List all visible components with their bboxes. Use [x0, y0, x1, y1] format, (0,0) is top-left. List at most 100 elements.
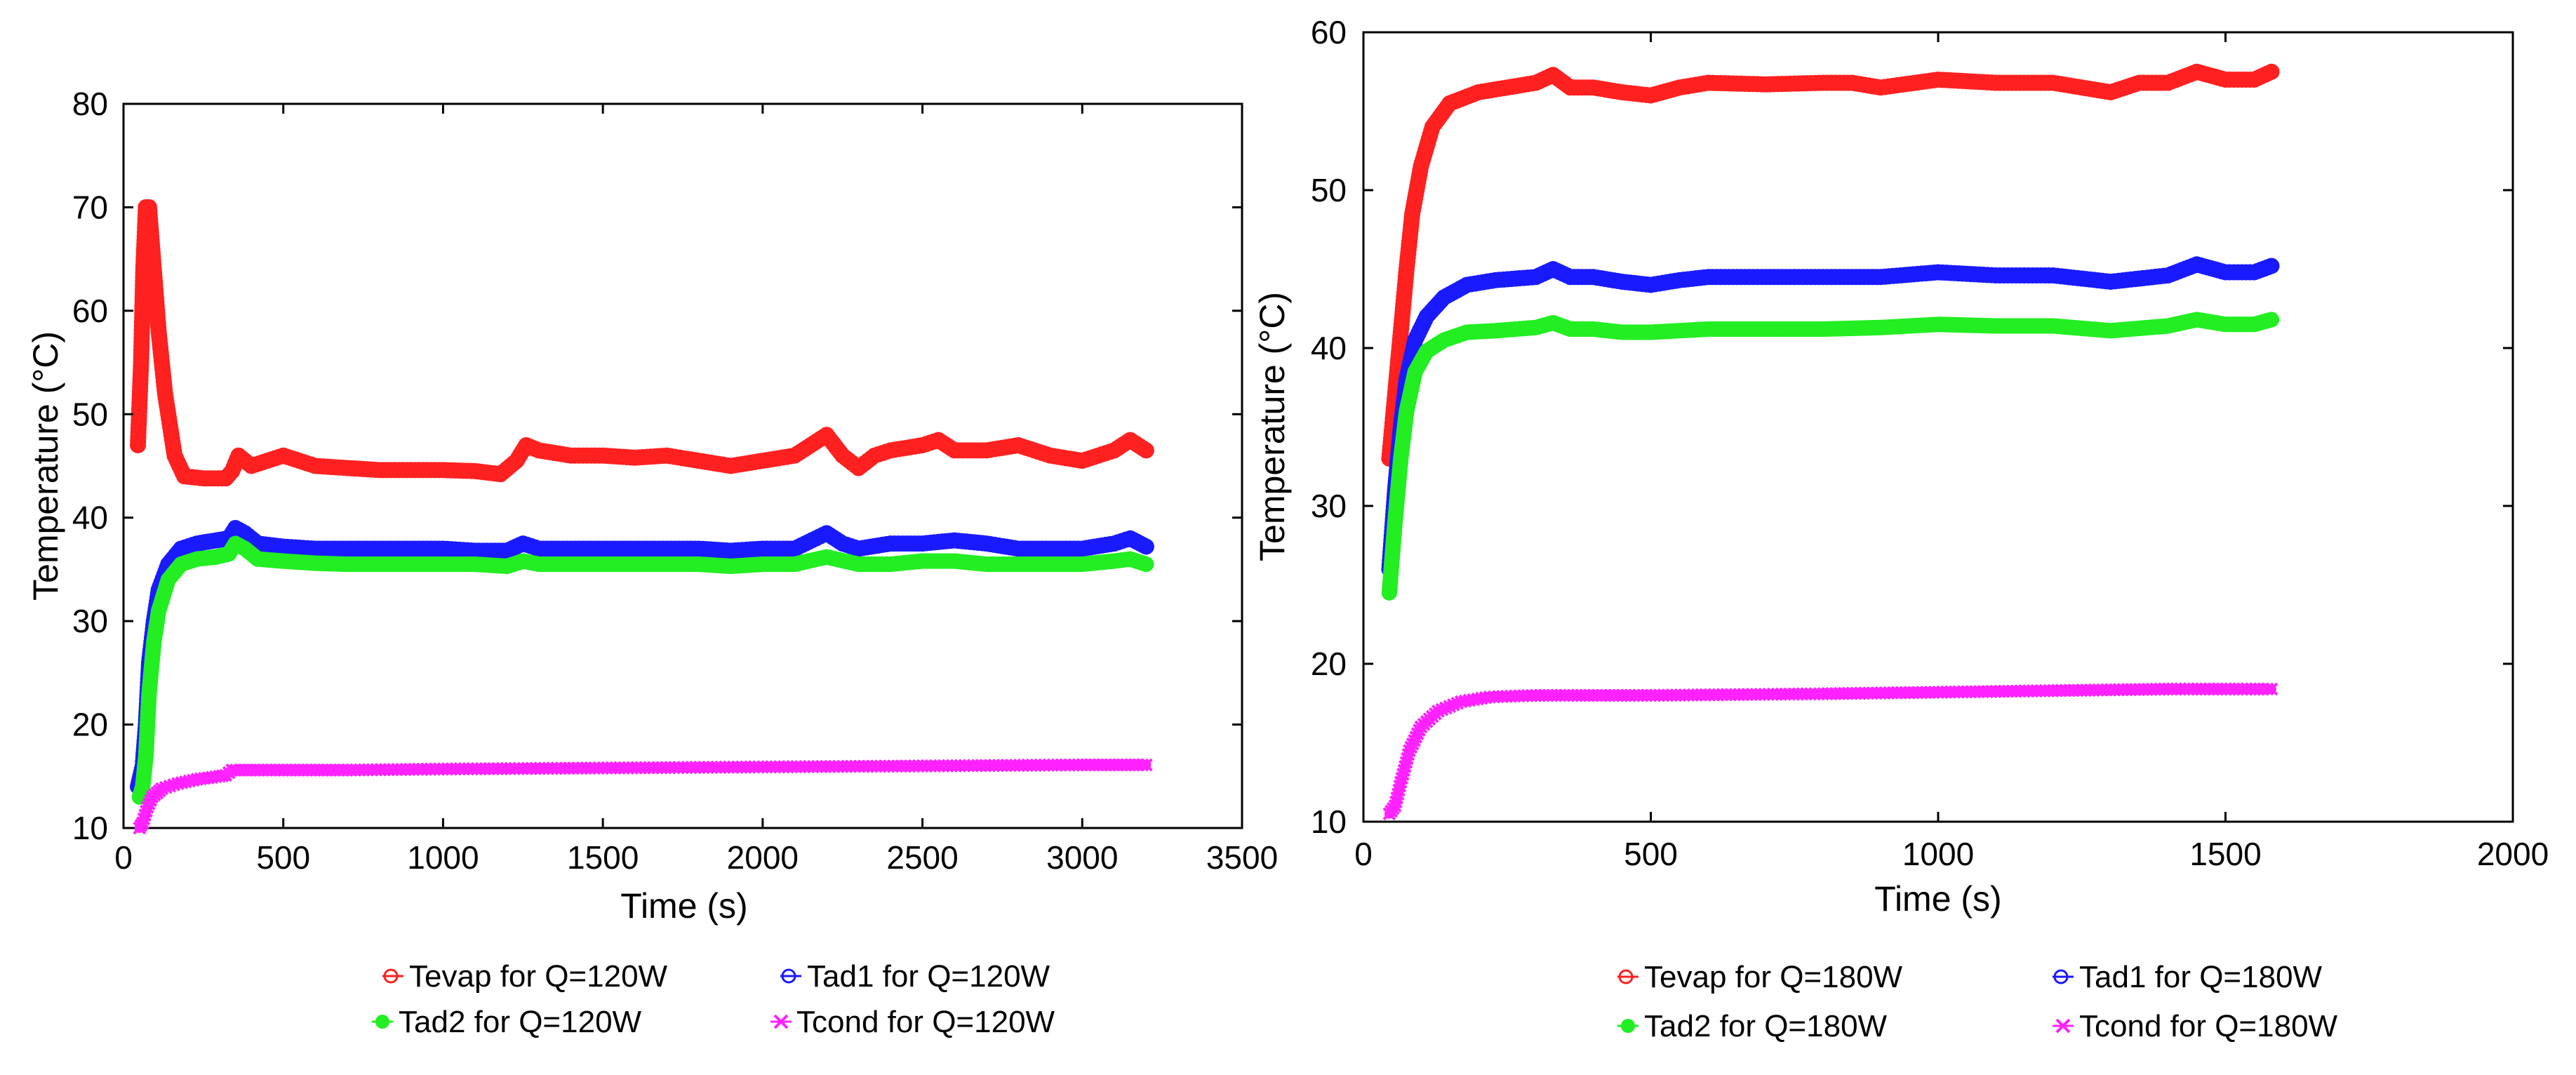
data-point: [530, 540, 547, 557]
data-point: [1827, 74, 1844, 91]
data-point: [427, 540, 443, 557]
data-point: [155, 782, 169, 796]
x-tick-label: 2500: [886, 839, 958, 876]
data-point: [2221, 264, 2238, 281]
data-point: [2263, 63, 2280, 80]
series-tcond-for-q-180w: [1382, 682, 2278, 821]
data-point: [1999, 267, 2016, 283]
data-point: [2147, 74, 2164, 91]
data-point: [679, 540, 695, 557]
data-point: [782, 540, 799, 557]
data-point: [2131, 74, 2148, 91]
data-point: [355, 540, 372, 557]
data-point: [2024, 267, 2041, 283]
data-point: [1790, 269, 1807, 286]
data-point: [1728, 269, 1745, 286]
data-point: [890, 535, 907, 552]
legend-label: Tevap for Q=120W: [409, 959, 668, 994]
x-tick-label: 1000: [407, 839, 479, 876]
data-point: [559, 540, 575, 557]
data-point: [2135, 74, 2151, 91]
data-point: [387, 462, 403, 479]
data-point: [422, 462, 439, 479]
data-point: [898, 535, 915, 552]
data-point: [610, 540, 627, 557]
data-point: [395, 462, 411, 479]
data-point: [754, 540, 771, 557]
data-point: [1446, 698, 1460, 712]
data-point: [570, 447, 587, 464]
data-point: [894, 535, 911, 552]
data-point: [419, 462, 436, 479]
data-point: [622, 540, 639, 557]
data-point: [1737, 269, 1754, 286]
data-point: [2217, 72, 2234, 88]
chart-right: 0 500 1000 1500 2000 10 20 30 40 50 60 Time (s) Te…: [1253, 14, 2549, 1043]
data-point: [1058, 540, 1075, 557]
legend-label: Tad1 for Q=120W: [807, 959, 1050, 994]
right-y-axis-label: Temperature (°C): [1253, 292, 1292, 561]
data-point: [1066, 540, 1083, 557]
y-tick-label: 40: [1311, 330, 1347, 366]
data-point: [563, 540, 580, 557]
data-point: [2242, 264, 2259, 281]
data-point: [1712, 269, 1729, 286]
data-point: [399, 462, 415, 479]
data-point: [363, 540, 380, 557]
data-point: [618, 540, 635, 557]
legend-marker: [383, 968, 399, 984]
y-tick-label: 80: [72, 86, 108, 122]
data-point: [774, 540, 791, 557]
data-point: [1046, 540, 1062, 557]
data-point: [2032, 74, 2049, 91]
data-point: [411, 540, 427, 557]
data-point: [2225, 264, 2242, 281]
data-point: [2260, 682, 2274, 696]
data-point: [2028, 267, 2045, 283]
data-point: [1839, 74, 1856, 91]
data-point: [642, 540, 659, 557]
data-point: [395, 540, 411, 557]
data-point: [2012, 267, 2029, 283]
legend-item-tcond-120: Tcond for Q=120W: [770, 1005, 1055, 1039]
data-point: [2238, 72, 2255, 88]
data-point: [1856, 269, 1873, 286]
legend-label: Tad1 for Q=180W: [2079, 960, 2323, 994]
data-point: [759, 540, 775, 557]
left-legend: Tevap for Q=120W Tad1 for Q=120W Tad2 fo…: [372, 959, 1055, 1039]
data-point: [770, 540, 787, 557]
data-point: [1864, 269, 1881, 286]
data-point: [2008, 74, 2024, 91]
data-point: [1823, 74, 1840, 91]
data-point: [2139, 74, 2156, 91]
data-point: [1778, 269, 1795, 286]
data-point: [2003, 267, 2020, 283]
data-point: [674, 540, 691, 557]
legend-label: Tad2 for Q=120W: [399, 1005, 642, 1039]
data-point: [415, 462, 432, 479]
data-point: [1786, 269, 1803, 286]
data-point: [650, 540, 667, 557]
data-point: [970, 442, 987, 459]
data-point: [2156, 74, 2173, 91]
data-point: [1050, 540, 1067, 557]
data-point: [1014, 540, 1031, 557]
data-point: [2234, 72, 2250, 88]
data-point: [1435, 702, 1449, 716]
data-point: [667, 540, 683, 557]
legend-label: Tcond for Q=180W: [2079, 1009, 2338, 1043]
data-point: [1810, 269, 1827, 286]
data-point: [2041, 74, 2057, 91]
data-point: [2028, 74, 2045, 91]
data-point: [570, 540, 587, 557]
data-point: [159, 780, 173, 794]
legend-marker: [1621, 1019, 1635, 1033]
data-point: [599, 540, 615, 557]
data-point: [778, 540, 795, 557]
data-point: [137, 812, 151, 826]
data-point: [1725, 269, 1741, 286]
data-point: [2217, 264, 2234, 281]
x-tick-label: 2000: [2477, 836, 2549, 872]
data-point: [1432, 705, 1445, 718]
data-point: [542, 540, 559, 557]
